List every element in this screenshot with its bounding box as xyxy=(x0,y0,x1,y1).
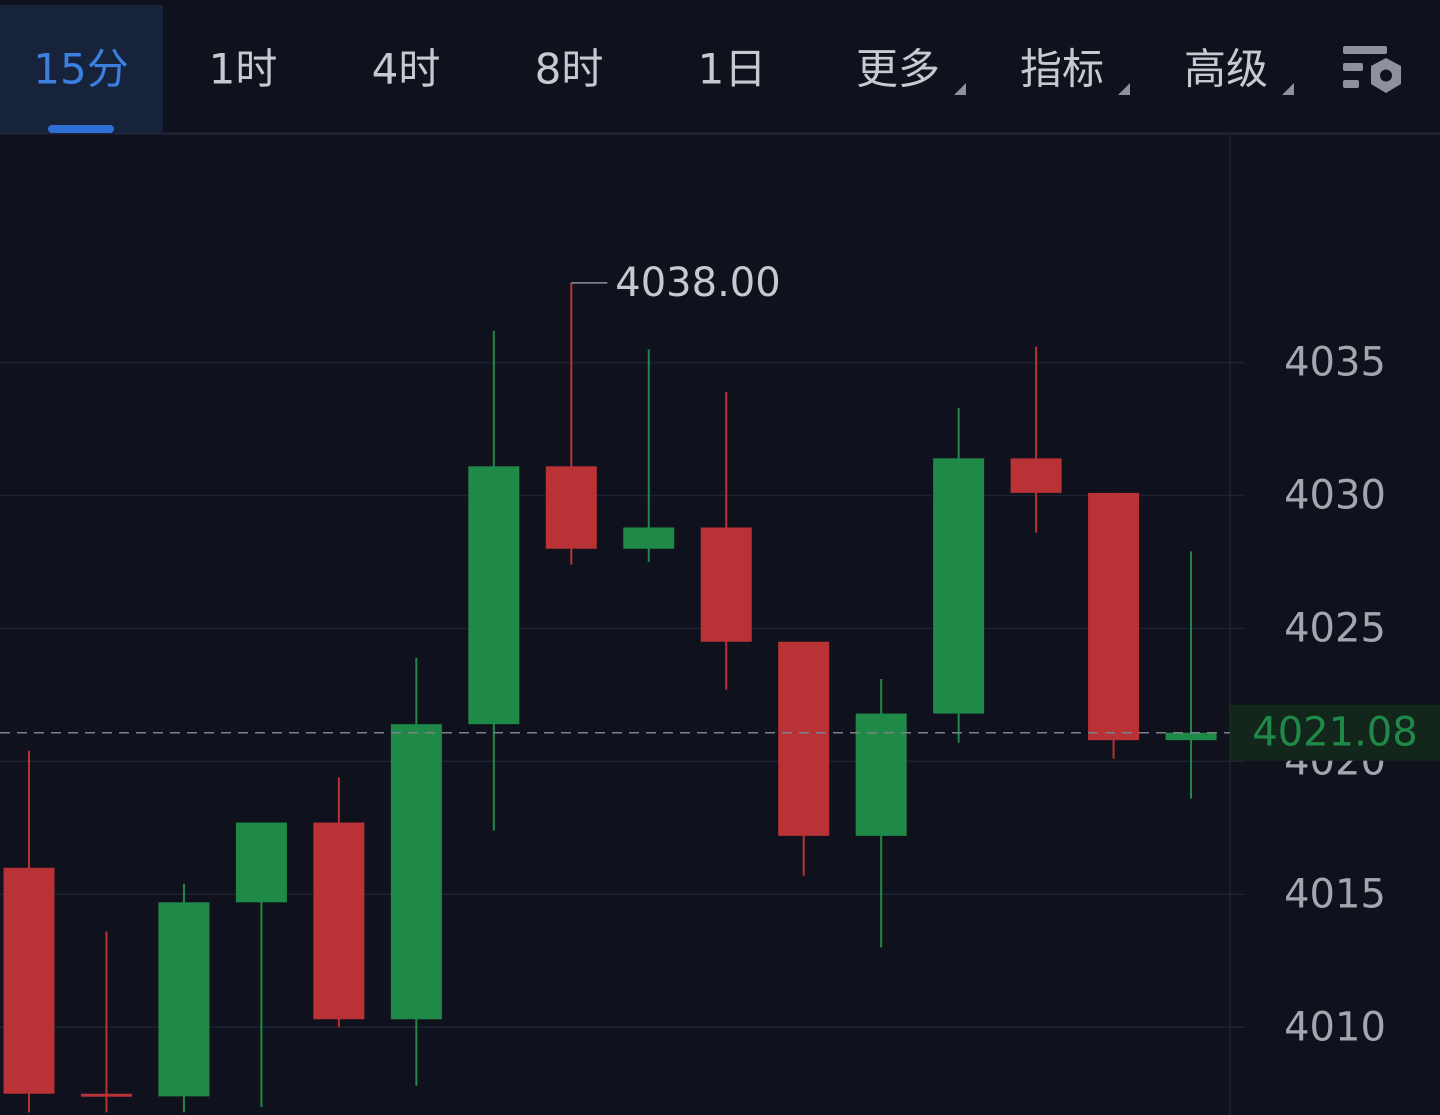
dropdown-caret xyxy=(1282,83,1294,95)
y-tick-label: 4010 xyxy=(1284,1004,1386,1050)
y-tick-label: 4035 xyxy=(1284,340,1386,386)
candle-body xyxy=(80,1093,132,1097)
dropdown-caret xyxy=(1118,83,1130,95)
candle-body xyxy=(855,713,907,836)
tab[interactable]: 8时 xyxy=(535,45,604,94)
active-tab-bg xyxy=(0,5,163,133)
active-tab-indicator xyxy=(48,125,114,133)
tab[interactable]: 高级 xyxy=(1184,45,1268,94)
annotation: 4038.00 xyxy=(615,260,780,306)
tab[interactable]: 指标 xyxy=(1020,45,1104,94)
icon-bar xyxy=(1343,63,1363,71)
settings-icon[interactable] xyxy=(1343,46,1401,93)
candle-body xyxy=(390,724,442,1020)
candle-body xyxy=(545,466,597,549)
y-tick-label: 4025 xyxy=(1284,605,1386,651)
icon-bar xyxy=(1343,46,1387,54)
candle-body xyxy=(623,527,675,549)
candle-body xyxy=(235,822,287,903)
candle-body xyxy=(313,822,365,1020)
tab[interactable]: 更多 xyxy=(856,45,940,94)
candle-body xyxy=(1010,458,1062,493)
candle-body xyxy=(1088,492,1140,741)
candle-body xyxy=(700,527,752,642)
candle-body xyxy=(933,458,985,714)
candle-body xyxy=(468,466,520,725)
candle-body xyxy=(3,867,55,1094)
icon-gear-hole xyxy=(1380,69,1392,82)
icon-bar xyxy=(1343,80,1359,88)
y-tick-label: 4015 xyxy=(1284,871,1386,917)
last-price-label: 4021.08 xyxy=(1252,710,1417,756)
tab[interactable]: 1日 xyxy=(698,45,767,94)
tab[interactable]: 15分 xyxy=(33,45,128,94)
last-price-box xyxy=(1230,704,1440,761)
tab[interactable]: 4时 xyxy=(372,45,441,94)
dropdown-caret xyxy=(954,83,966,95)
candle-body xyxy=(778,641,830,836)
tab[interactable]: 1时 xyxy=(209,45,278,94)
y-tick-label: 4030 xyxy=(1284,473,1386,519)
candle-body xyxy=(1165,732,1217,741)
candle-body xyxy=(158,902,210,1097)
